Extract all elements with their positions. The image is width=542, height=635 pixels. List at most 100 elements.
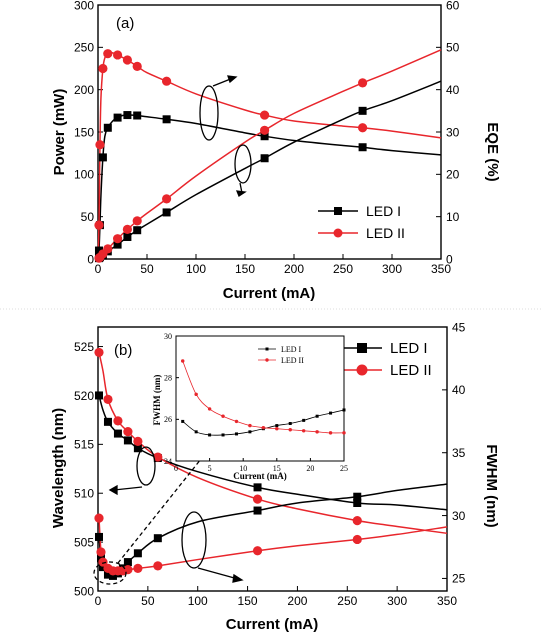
- panel-a-led1-power-point-170: [260, 154, 269, 163]
- panel-a-right-tick-label-30: 30: [446, 125, 460, 139]
- panel-b-led1-fwhm-point-1: [94, 532, 103, 541]
- inset-led1-fwhm-point-15: [275, 424, 279, 428]
- panel-b-led1-wavelength-point-20: [113, 429, 122, 438]
- panel-a-led2-eqe-point-270: [358, 123, 368, 133]
- panel-b-x-tick-label-350: 350: [437, 594, 457, 608]
- inset-led2-fwhm-point-19: [301, 429, 306, 433]
- panel-b-led1-fwhm-point-30: [123, 558, 132, 567]
- panel-a-left-tick-label-200: 200: [74, 83, 94, 97]
- inset-led1-fwhm-point-9: [234, 432, 238, 436]
- panel-b-right-tick-label-35: 35: [452, 446, 466, 460]
- panel-a-eqe-arrow-head: [227, 75, 238, 84]
- panel-a-plot-frame: [97, 4, 442, 260]
- panel-a-led2-eqe-point-30: [122, 55, 132, 65]
- panel-b-led2-fwhm-point-5: [98, 557, 108, 567]
- inset-led1-fwhm-point-23: [329, 411, 333, 415]
- panel-b-led2-fwhm-point-160: [252, 546, 263, 556]
- panel-b-x-axis-label: Current (mA): [226, 616, 319, 633]
- panel-b-led1-wavelength-point-30: [123, 436, 132, 445]
- panel-b-legend: LED I LED II: [342, 340, 432, 379]
- panel-a-annotation-ellipses: [199, 85, 252, 184]
- panel-a-led1-eqe-point-20: [113, 113, 122, 122]
- inset-y-axis-label: FWHM (nm): [152, 375, 162, 426]
- panel-a-x-axis-label: Current (mA): [223, 285, 316, 302]
- panel-b-wavelength-arrow-head: [108, 484, 118, 496]
- panel-a-led2-eqe-point-70: [162, 76, 172, 86]
- panel-b-right-tick-label-40: 40: [452, 383, 466, 397]
- panel-a-x-tick-label-350: 350: [431, 262, 451, 276]
- panel-a-led2-power-point-170: [260, 125, 270, 135]
- panel-b-x-tick-label-50: 50: [141, 594, 155, 608]
- inset-x-tick-label-5: 5: [208, 464, 212, 473]
- panel-b-x-tick-label-200: 200: [287, 594, 307, 608]
- panel-b-plot-frame: [97, 326, 448, 592]
- inset-led1-fwhm-point-3: [194, 430, 198, 434]
- panel-b-zoom-line: [117, 453, 206, 564]
- panel-b-led2-wavelength-point-260: [352, 516, 362, 526]
- panel-b-x-tick-label-150: 150: [238, 594, 258, 608]
- inset-x-tick-label-25: 25: [340, 464, 348, 473]
- panel-a-led2-power-point-270: [358, 78, 368, 88]
- panel-a-ticks: 0 50 100 150 200 250 300 3500501001502002503000…: [74, 0, 460, 276]
- panel-b-led2-wavelength-point-30: [123, 427, 133, 437]
- panel-a-x-tick-label-200: 200: [284, 262, 304, 276]
- inset-led2-fwhm-point-13: [261, 425, 266, 430]
- inset-left-tick-label-26: 26: [164, 415, 172, 424]
- panel-a-right-axis-label: EQE (%): [484, 122, 501, 181]
- panel-a-legend-led2-label: LED II: [366, 225, 405, 241]
- panel-b: 0 50 100 150 200 250 300 3505005055105155205252…: [50, 320, 500, 633]
- panel-b-markers: [94, 347, 362, 580]
- inset-x-tick-label-0: 0: [174, 464, 178, 473]
- panel-a-led2-power-point-40: [132, 216, 142, 226]
- inset-left-tick-label-28: 28: [164, 374, 172, 383]
- panel-b-led2-fwhm-point-40: [133, 563, 143, 573]
- inset-led1-fwhm-point-17: [288, 422, 292, 425]
- panel-a-markers: [94, 49, 368, 263]
- panel-a-led1-eqe-point-70: [162, 115, 171, 124]
- inset-legend: LED I LED II: [258, 345, 304, 365]
- panel-a-led2-power-point-70: [162, 194, 172, 204]
- inset-legend-led1-marker: [265, 347, 269, 351]
- panel-a-led1-eqe-point-30: [123, 111, 132, 120]
- panel-b-left-tick-label-525: 525: [74, 340, 94, 354]
- panel-b-led1-wavelength-point-160: [253, 483, 262, 492]
- inset-chart: 0 5 10 15 20 25 24 26 28 30 Current (mA) FWHM (nm…: [152, 332, 348, 481]
- panel-b-zoom-ellipse: [93, 561, 127, 585]
- panel-b-led1-fwhm-point-160: [253, 506, 262, 515]
- inset-ticks: 0 5 10 15 20 25 24 26 28 30: [164, 332, 348, 473]
- panel-a-left-axis-label: Power (mW): [51, 89, 68, 176]
- inset-led2-fwhm-point-9: [234, 419, 239, 424]
- panel-b-led1-fwhm-point-60: [153, 534, 162, 543]
- panel-b-fwhm-ellipse: [181, 511, 207, 569]
- panel-b-led2-wavelength-point-1: [94, 347, 104, 358]
- panel-a-led1-eqe-point-170: [260, 132, 269, 141]
- panel-a-right-tick-label-60: 60: [446, 0, 460, 12]
- panel-a-left-tick-label-50: 50: [81, 210, 95, 224]
- panel-a-x-tick-label-100: 100: [186, 262, 206, 276]
- panel-a-led2-power-point-30: [122, 224, 132, 234]
- panel-b-right-tick-label-30: 30: [452, 509, 466, 523]
- panel-a-led1-power-point-40: [133, 226, 142, 235]
- inset-led1-fwhm-point-21: [315, 414, 319, 418]
- panel-b-led2-fwhm-point-260: [352, 534, 362, 545]
- panel-a-legend: LED I LED II: [318, 203, 405, 241]
- inset-x-tick-label-20: 20: [306, 464, 314, 473]
- panel-b-led1-wavelength-point-1: [94, 391, 103, 400]
- panel-b-led2-fwhm-point-30: [123, 565, 133, 575]
- panel-b-left-tick-label-520: 520: [74, 389, 94, 403]
- inset-led2-fwhm-point-23: [328, 431, 333, 435]
- panel-b-led1-wavelength-point-40: [133, 444, 142, 453]
- panel-b-legend-led2-label: LED II: [390, 362, 432, 379]
- panel-a-led2-eqe-point-1: [94, 220, 104, 230]
- inset-x-tick-label-10: 10: [239, 464, 247, 473]
- panel-a-led2-eqe-point-20: [113, 50, 123, 60]
- panel-a-led2-eqe-point-2: [95, 140, 105, 150]
- panel-b-left-tick-label-505: 505: [74, 535, 94, 549]
- panel-b-x-tick-label-100: 100: [188, 594, 208, 608]
- panel-b-right-axis-label: FWHM (nm): [483, 444, 500, 527]
- panel-a-led1-eqe-point-40: [133, 111, 142, 120]
- panel-a-annotation-arrows: [212, 75, 247, 197]
- panel-b-wavelength-ellipse: [136, 446, 156, 486]
- panel-a-led1-power-point-20: [113, 240, 122, 249]
- panel-b-left-tick-label-510: 510: [74, 487, 94, 501]
